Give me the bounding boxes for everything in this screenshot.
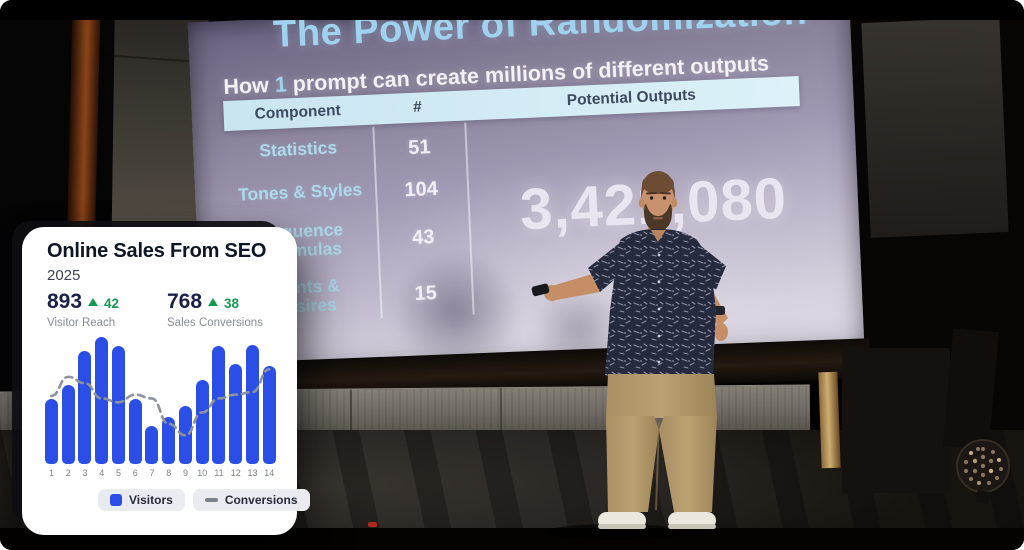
visitor-bar (162, 417, 176, 464)
x-tick-label: 4 (99, 468, 105, 478)
delta-up-icon (208, 298, 219, 306)
seo-stats-card: Online Sales From SEO 2025 893 42 Visito… (22, 227, 310, 535)
visitor-bar (128, 399, 142, 464)
visitor-bar (229, 363, 243, 464)
visitor-bar (111, 345, 125, 464)
legend-chip-visitors[interactable]: Visitors (98, 489, 185, 511)
legend-label: Visitors (129, 493, 173, 507)
video-top-crop (0, 0, 1024, 20)
x-tick-label: 14 (264, 468, 275, 478)
conversions-line (50, 367, 271, 437)
slide-row-component: Tones & Styles (237, 179, 363, 205)
wall-panel (861, 17, 1009, 238)
slide-row-count: 51 (407, 136, 431, 160)
delta-up-icon (88, 298, 99, 306)
x-tick-label: 6 (132, 468, 138, 478)
x-tick-label: 13 (247, 468, 258, 478)
presenter (520, 160, 740, 550)
stat-sales-conversions: 768 38 Sales Conversions (167, 290, 263, 329)
x-tick-label: 3 (82, 468, 88, 478)
concrete-seam (499, 388, 503, 435)
stat-label: Visitor Reach (47, 317, 116, 329)
stat-value: 768 (167, 290, 203, 313)
x-tick-label: 8 (166, 468, 172, 478)
legend-chip-conversions[interactable]: Conversions (192, 489, 310, 511)
visitor-bar (44, 399, 58, 464)
wood-panel-right (818, 371, 841, 469)
slide-row-count: 15 (414, 282, 438, 305)
slide-row-component: Statistics (258, 137, 338, 161)
concrete-seam (349, 389, 353, 436)
visitor-bar (78, 350, 92, 464)
slide-row-count: 104 (403, 177, 439, 202)
visitor-bar (195, 380, 209, 464)
visitor-bar (145, 425, 159, 464)
x-tick-label: 10 (197, 468, 208, 478)
x-tick-label: 2 (65, 468, 71, 478)
card-title: Online Sales From SEO (47, 240, 267, 262)
x-tick-label: 9 (182, 468, 188, 478)
card-year: 2025 (47, 267, 81, 284)
x-tick-label: 7 (149, 468, 155, 478)
stat-value: 893 (47, 290, 83, 313)
visitor-bar (95, 337, 109, 464)
conversions-dash-icon (204, 498, 218, 502)
subtitle-prefix: How (222, 72, 276, 100)
stat-delta: 42 (104, 296, 120, 311)
visitor-bar (245, 344, 259, 464)
recording-light (368, 522, 377, 527)
header-component: Component (254, 102, 342, 123)
stat-visitor-reach: 893 42 Visitor Reach (47, 290, 119, 329)
stage-speaker (842, 348, 950, 493)
stage-light-fixture (950, 436, 1016, 511)
x-tick-label: 11 (214, 468, 224, 478)
chart-legend: Visitors Conversions (98, 489, 310, 511)
x-tick-label: 1 (48, 468, 54, 478)
slide-row-count: 43 (411, 226, 435, 250)
legend-label: Conversions (224, 493, 298, 507)
visitor-bar (262, 366, 276, 464)
stat-label: Sales Conversions (167, 317, 263, 329)
x-tick-label: 12 (230, 468, 241, 478)
x-tick-label: 5 (115, 468, 121, 478)
presenter-clicker (531, 283, 550, 297)
stat-delta: 38 (224, 296, 240, 311)
visitor-bar (61, 385, 75, 464)
visitor-bar (212, 345, 226, 464)
sales-bar-chart: 1 2 3 4 5 6 7 8 9 10 11 12 13 14 (43, 337, 276, 485)
visitors-swatch-icon (110, 494, 122, 506)
header-count: # (412, 98, 423, 116)
